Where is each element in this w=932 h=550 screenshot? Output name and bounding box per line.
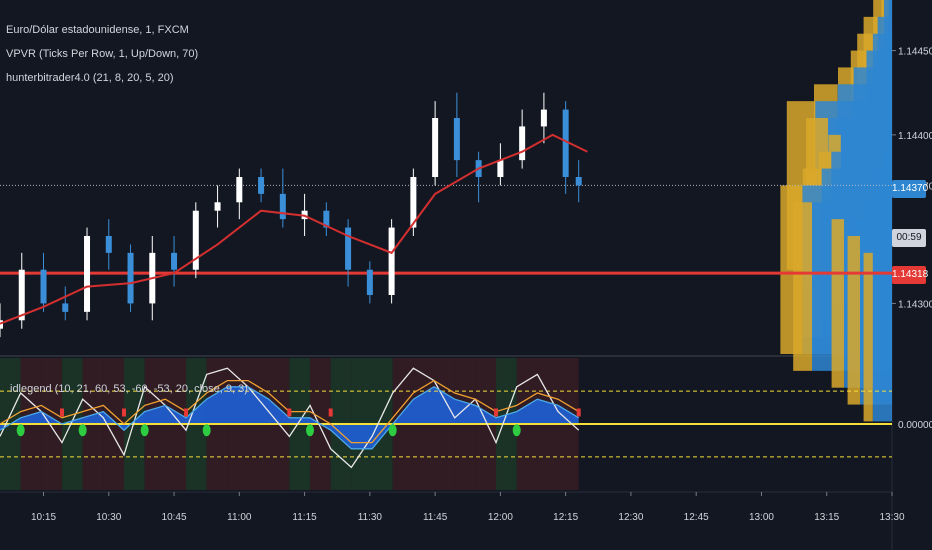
candle-body <box>236 177 243 203</box>
signal-dot <box>16 424 25 437</box>
volume-profile-up-bar <box>847 236 860 405</box>
candle-body <box>192 210 199 270</box>
symbol-legend[interactable]: Euro/Dólar estadounidense, 1, FXCM <box>6 24 189 36</box>
time-tick-label: 10:15 <box>31 512 56 523</box>
time-tick-label: 12:30 <box>618 512 643 523</box>
signal-mark <box>122 408 127 417</box>
candle-body <box>323 210 330 228</box>
candle-body <box>105 236 112 253</box>
signal-dot <box>512 424 521 437</box>
signal-mark <box>60 408 65 417</box>
candle-body <box>214 202 221 211</box>
signal-mark <box>494 408 499 417</box>
time-tick-label: 10:45 <box>162 512 187 523</box>
oscillator-legend[interactable]: idlegend (10, 21, 60, 53, -60, -53, 20, … <box>10 383 248 395</box>
candle-body <box>497 160 504 177</box>
level-price-tag: 1.14318 <box>892 266 928 284</box>
candle-body <box>62 303 69 312</box>
time-tick-label: 13:15 <box>814 512 839 523</box>
signal-dot <box>202 424 211 437</box>
time-tick-label: 11:00 <box>227 512 252 523</box>
candle-body <box>410 177 417 228</box>
signal-dot <box>78 424 87 437</box>
price-tick-label: 1.14450 <box>898 47 932 58</box>
signal-dot <box>306 424 315 437</box>
candle-body <box>575 177 582 186</box>
price-tick-label: 1.14400 <box>898 131 932 142</box>
candle-body <box>258 177 265 194</box>
candle-body <box>453 118 460 161</box>
hunter-legend[interactable]: hunterbitrader4.0 (21, 8, 20, 5, 20) <box>6 72 174 84</box>
candle-body <box>18 269 25 321</box>
candle-body <box>127 252 134 304</box>
volume-profile-down-bar <box>872 252 892 422</box>
signal-mark <box>184 408 189 417</box>
candle-body <box>562 109 569 177</box>
signal-mark <box>328 408 333 417</box>
oscillator-zero-label: 0.00000 <box>898 420 932 431</box>
candle-body <box>366 269 373 295</box>
time-tick-label: 11:15 <box>292 512 317 523</box>
oscillator-line-blue <box>0 386 580 450</box>
vpvr-legend[interactable]: VPVR (Ticks Per Row, 1, Up/Down, 70) <box>6 48 199 60</box>
candle-body <box>0 320 3 329</box>
signal-dot <box>140 424 149 437</box>
time-tick-label: 12:45 <box>684 512 709 523</box>
candle-body <box>432 118 439 177</box>
candle-body <box>40 269 47 304</box>
candle-body <box>279 193 286 220</box>
volume-profile-up-bar <box>831 219 844 388</box>
time-tick-label: 13:00 <box>749 512 774 523</box>
volume-profile-up-bar <box>793 202 812 371</box>
candle-body <box>540 109 547 127</box>
oscillator-line-white <box>0 367 580 469</box>
signal-mark <box>287 408 292 417</box>
time-tick-label: 13:30 <box>879 512 904 523</box>
moving-average-line <box>0 133 588 325</box>
current-price-tag: 1.14370 <box>892 180 928 198</box>
price-tick-label: 1.14300 <box>898 299 932 310</box>
candle-body <box>171 252 178 270</box>
candle-body <box>388 227 395 295</box>
time-tick-label: 11:45 <box>423 512 448 523</box>
time-tick-label: 11:30 <box>358 512 383 523</box>
candle-body <box>84 236 91 312</box>
signal-dot <box>388 424 397 437</box>
time-tick-label: 10:30 <box>96 512 121 523</box>
volume-profile-up-bar <box>863 252 873 422</box>
candle-body <box>519 126 526 161</box>
time-tick-label: 12:15 <box>553 512 578 523</box>
countdown-tag: 00:59 <box>892 229 926 247</box>
time-tick-label: 12:00 <box>488 512 513 523</box>
signal-mark <box>576 408 581 417</box>
candle-body <box>345 227 352 270</box>
